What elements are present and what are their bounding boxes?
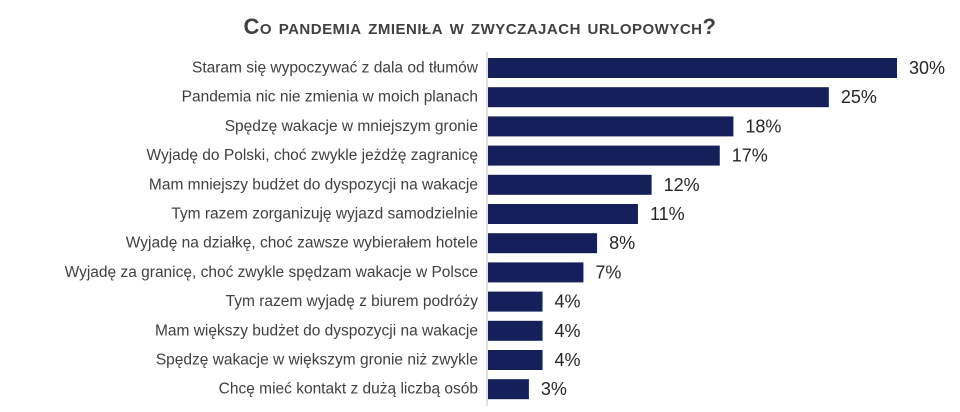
- value-label: 25%: [841, 87, 877, 107]
- bar: [488, 87, 829, 108]
- bar: [488, 204, 638, 224]
- category-label: Tym razem zorganizuję wyjazd samodzielni…: [171, 206, 478, 223]
- category-label: Wyjadę na działkę, choć zawsze wybierałe…: [126, 235, 478, 252]
- bar: [488, 233, 598, 254]
- bar: [488, 262, 584, 283]
- category-label: Pandemia nic nie zmienia w moich planach: [182, 89, 478, 106]
- category-label: Spędzę wakacje w większym gronie niż zwy…: [156, 352, 478, 369]
- bar: [488, 350, 543, 370]
- value-label: 18%: [745, 116, 781, 136]
- value-label: 11%: [650, 204, 685, 224]
- category-label: Wyjadę do Polski, choć zwykle jeżdżę zag…: [146, 147, 478, 164]
- value-label: 30%: [909, 58, 945, 78]
- value-label: 4%: [555, 292, 581, 312]
- category-label: Staram się wypoczywać z dala od tłumów: [192, 60, 479, 77]
- bars-group: Staram się wypoczywać z dala od tłumów 30…: [65, 58, 945, 400]
- category-label: Spędzę wakacje w mniejszym gronie: [225, 118, 478, 135]
- bar: [488, 116, 734, 137]
- bar: [488, 320, 543, 341]
- value-label: 3%: [541, 379, 567, 399]
- category-label: Mam większy budżet do dyspozycji na waka…: [155, 322, 478, 339]
- category-label: Chcę mieć kontakt z dużą liczbą osób: [219, 381, 478, 398]
- chart-title: Co pandemia zmieniła w zwyczajach urlopo…: [243, 14, 717, 39]
- value-label: 4%: [555, 350, 581, 370]
- value-label: 8%: [609, 233, 635, 253]
- value-label: 4%: [555, 321, 581, 341]
- bar: [488, 58, 897, 78]
- value-label: 7%: [595, 262, 621, 282]
- category-label: Tym razem wyjadę z biurem podróży: [226, 293, 479, 310]
- value-label: 12%: [664, 175, 700, 195]
- bar: [488, 379, 529, 400]
- category-label: Mam mniejszy budżet do dyspozycji na wak…: [149, 176, 478, 193]
- value-label: 17%: [732, 146, 768, 166]
- bar: [488, 145, 720, 166]
- category-label: Wyjadę za granicę, choć zwykle spędzam w…: [65, 264, 478, 281]
- bar: [488, 291, 543, 312]
- bar: [488, 174, 652, 195]
